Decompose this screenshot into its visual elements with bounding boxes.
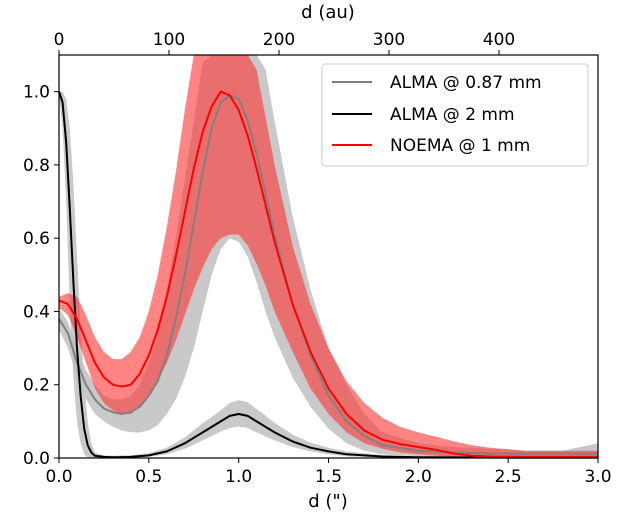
legend-box xyxy=(321,63,589,167)
x-axis-ticks: 0.0 0.5 1.0 1.5 2.0 2.5 3.0 xyxy=(45,458,612,487)
top-axis-title: d (au) xyxy=(301,2,355,23)
legend-label-noema: NOEMA @ 1 mm xyxy=(390,136,530,156)
series-line-0 xyxy=(58,94,598,455)
y-tick-label: 1.0 xyxy=(23,83,50,103)
y-tick-label: 0.0 xyxy=(23,449,50,469)
top-tick-label: 300 xyxy=(373,30,405,50)
x-axis-title: d (") xyxy=(308,491,347,512)
series-line-2 xyxy=(58,90,598,458)
top-tick-label: 100 xyxy=(153,30,185,50)
series-lines xyxy=(58,90,598,459)
y-tick-label: 0.2 xyxy=(23,376,50,396)
top-tick-label: 200 xyxy=(263,30,295,50)
x-tick-label: 1.0 xyxy=(225,467,252,487)
uncertainty-bands xyxy=(59,55,598,458)
top-tick-label: 0 xyxy=(54,30,65,50)
series-line-1 xyxy=(58,91,598,459)
x-tick-label: 0.5 xyxy=(135,467,162,487)
x-tick-label: 1.5 xyxy=(315,467,342,487)
x-tick-label: 2.5 xyxy=(495,467,522,487)
legend-label-alma-2mm: ALMA @ 2 mm xyxy=(390,105,515,125)
x-tick-label: 3.0 xyxy=(584,467,611,487)
y-axis-ticks: 0.0 0.2 0.4 0.6 0.8 1.0 xyxy=(23,83,59,469)
legend: ALMA @ 0.87 mm ALMA @ 2 mm NOEMA @ 1 mm xyxy=(321,63,589,167)
x-tick-label: 0.0 xyxy=(45,467,72,487)
top-axis-ticks: 0 100 200 300 400 xyxy=(54,30,515,55)
y-tick-label: 0.8 xyxy=(23,156,50,176)
y-tick-label: 0.6 xyxy=(23,229,50,249)
top-tick-label: 400 xyxy=(483,30,515,50)
legend-label-alma-087: ALMA @ 0.87 mm xyxy=(390,73,542,93)
band-2 xyxy=(59,55,598,458)
y-tick-label: 0.4 xyxy=(23,302,50,322)
x-tick-label: 2.0 xyxy=(405,467,432,487)
